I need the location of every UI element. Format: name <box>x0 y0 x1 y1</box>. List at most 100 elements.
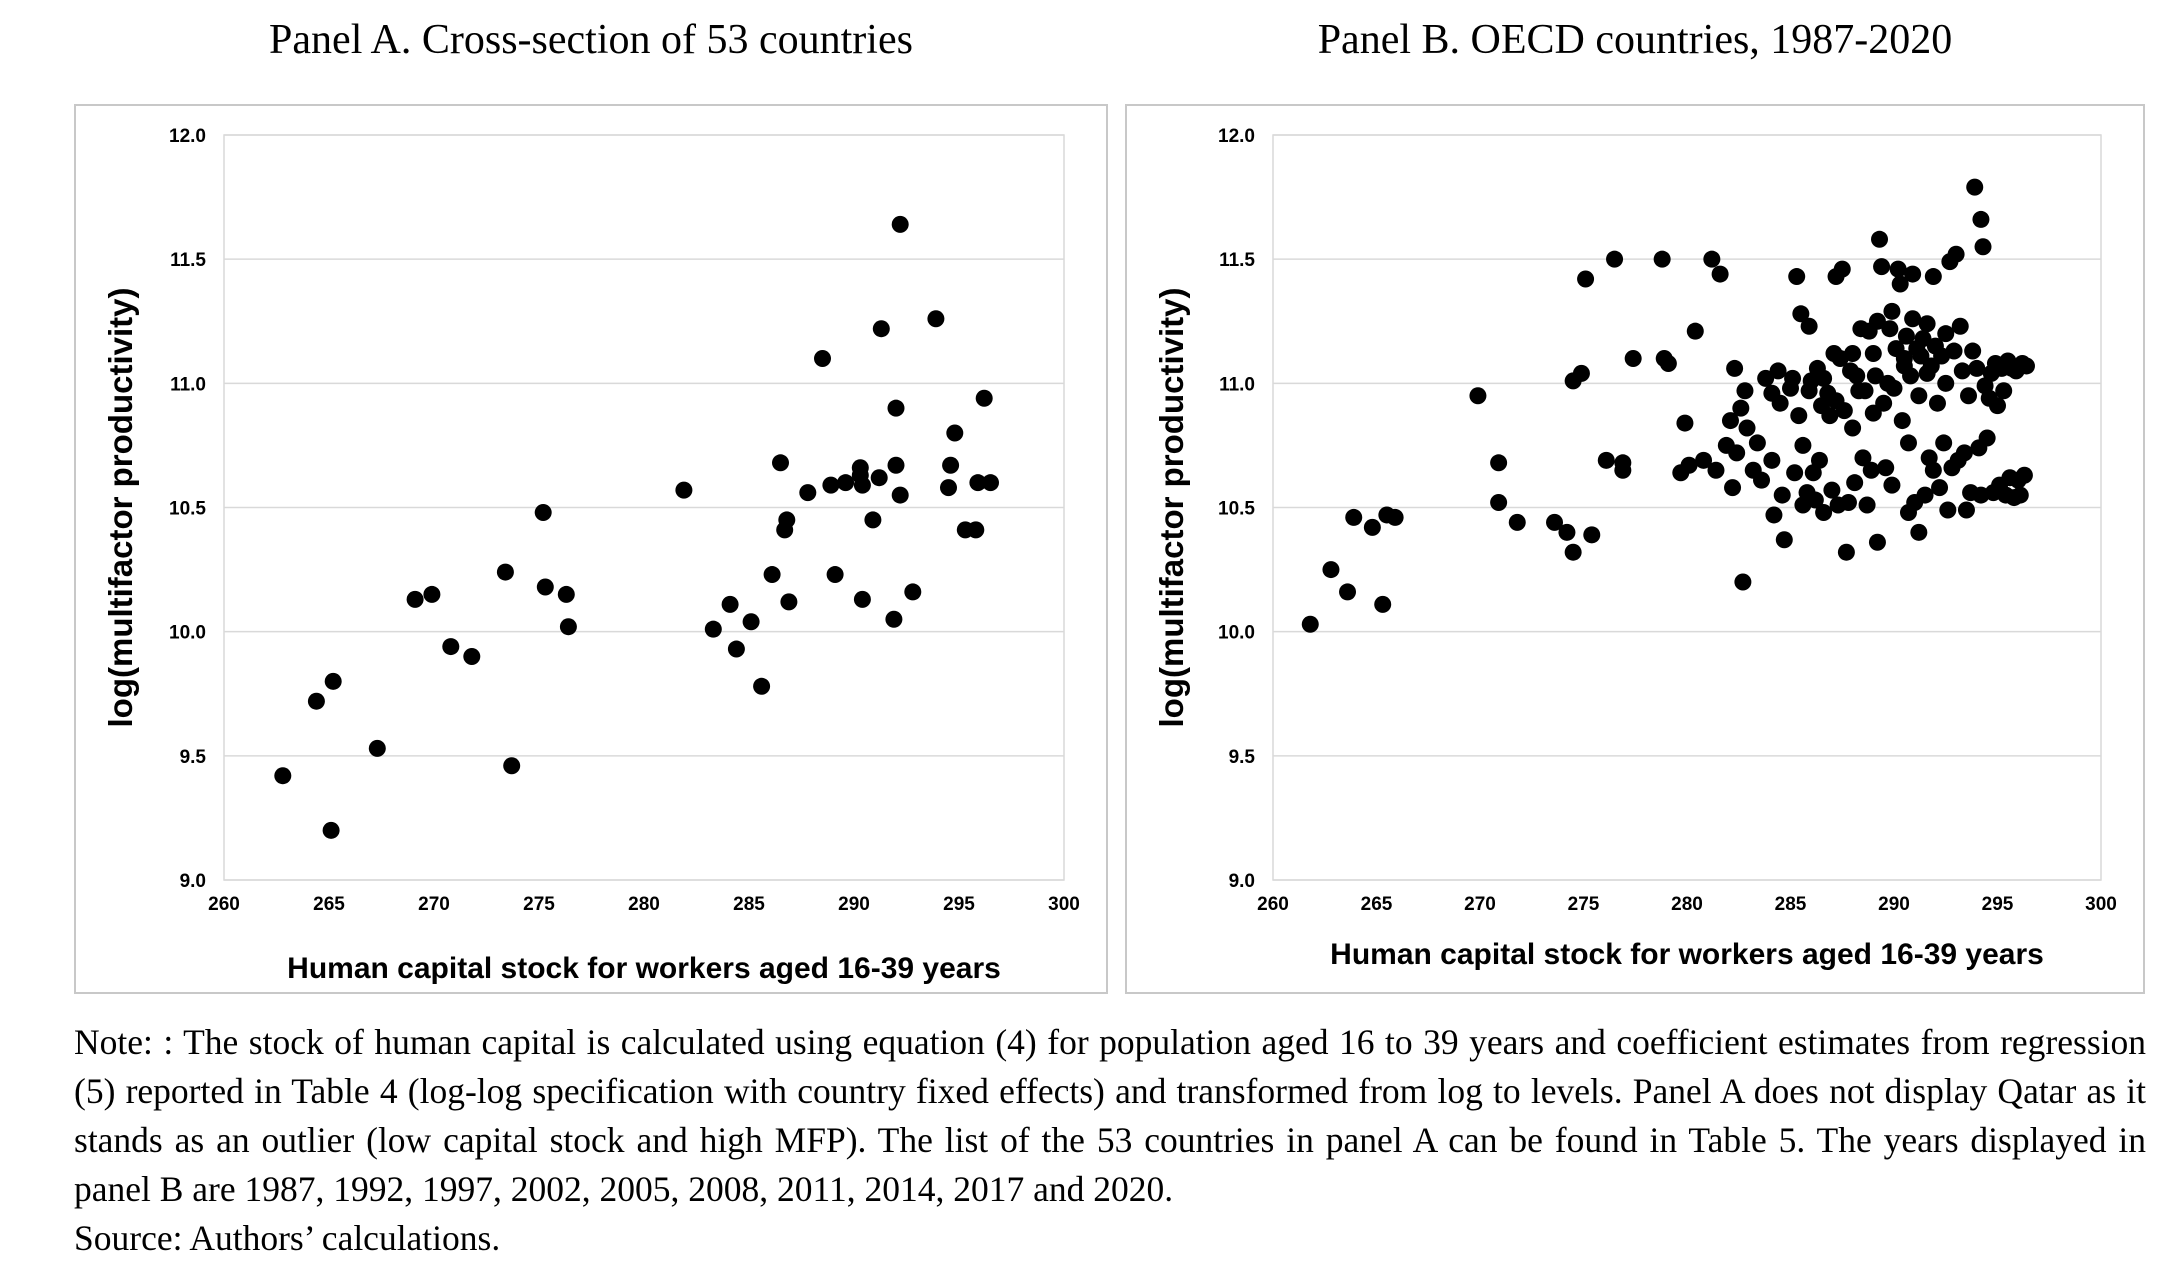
data-point <box>1823 481 1841 499</box>
data-point <box>969 474 987 492</box>
data-point <box>442 638 460 656</box>
data-point <box>870 469 888 487</box>
data-point <box>1924 461 1942 479</box>
data-point <box>1732 399 1750 417</box>
data-point <box>946 424 964 442</box>
data-point <box>1910 387 1928 405</box>
y-tick-label: 10.0 <box>1218 623 1255 644</box>
data-point <box>1711 265 1729 283</box>
data-point <box>940 479 957 497</box>
data-point <box>1924 268 1942 286</box>
data-point <box>1564 543 1582 561</box>
data-point <box>1846 474 1864 492</box>
data-point <box>1871 230 1889 248</box>
data-point <box>904 583 922 601</box>
data-point <box>1490 454 1508 472</box>
data-point <box>503 757 521 775</box>
y-tick-label: 9.0 <box>1229 871 1255 892</box>
data-point <box>1577 270 1595 288</box>
data-point <box>1918 315 1936 333</box>
plot-area <box>223 134 1065 881</box>
panel-a-title: Panel A. Cross-section of 53 countries <box>269 17 913 63</box>
x-tick-label: 300 <box>1048 894 1080 915</box>
data-point <box>1877 459 1895 477</box>
data-point <box>1953 362 1971 380</box>
chart-frame <box>1125 104 2145 994</box>
data-point <box>1490 494 1508 512</box>
data-point <box>1931 479 1949 497</box>
data-point <box>1763 451 1781 469</box>
x-tick-label: 260 <box>208 894 240 915</box>
data-point <box>1721 412 1739 430</box>
data-point <box>982 474 999 492</box>
data-point <box>1707 461 1725 479</box>
y-axis-label: log(multifactor productivity) <box>102 288 139 728</box>
data-point <box>1757 369 1775 387</box>
y-tick-label: 11.5 <box>170 250 206 271</box>
data-point <box>1947 245 1965 263</box>
data-point <box>1978 429 1996 447</box>
y-tick-label: 10.5 <box>1218 499 1255 520</box>
data-point <box>1773 486 1791 504</box>
data-point <box>891 486 909 504</box>
data-point <box>1995 382 2013 400</box>
x-tick-label: 265 <box>1361 894 1393 915</box>
data-point <box>1972 210 1990 228</box>
data-point <box>1955 444 1973 462</box>
data-point <box>1558 523 1576 541</box>
x-tick-label: 290 <box>1878 894 1910 915</box>
data-point <box>1883 476 1901 494</box>
data-point <box>1794 436 1812 454</box>
data-point <box>1815 503 1833 521</box>
data-point <box>837 474 855 492</box>
data-point <box>1765 506 1783 524</box>
data-point <box>826 566 844 584</box>
data-point <box>1897 327 1915 345</box>
data-point <box>322 821 340 839</box>
data-point <box>1883 302 1901 320</box>
data-point <box>1864 345 1882 363</box>
data-point <box>1951 317 1969 335</box>
x-axis-label: Human capital stock for workers aged 16-… <box>1330 938 2044 971</box>
data-point <box>1837 543 1855 561</box>
data-point <box>721 595 739 613</box>
data-point <box>1899 434 1917 452</box>
data-point <box>1386 508 1404 526</box>
data-point <box>1889 260 1907 278</box>
data-point <box>1989 397 2006 415</box>
data-point <box>1800 317 1818 335</box>
data-point <box>1904 310 1922 328</box>
x-tick-label: 280 <box>628 894 660 915</box>
data-point <box>1875 394 1893 412</box>
data-point <box>1939 501 1957 519</box>
data-point <box>891 215 909 233</box>
data-point <box>822 476 840 494</box>
data-point <box>1893 412 1911 430</box>
data-point <box>1676 414 1694 432</box>
data-point <box>1572 364 1590 382</box>
data-point <box>1659 354 1677 372</box>
data-point <box>1738 419 1756 437</box>
data-point <box>885 610 903 628</box>
data-point <box>1790 407 1808 425</box>
data-point <box>1856 382 1874 400</box>
data-point <box>1848 367 1866 385</box>
x-axis-label: Human capital stock for workers aged 16-… <box>287 952 1001 985</box>
x-tick-label: 275 <box>1568 894 1600 915</box>
data-point <box>1792 305 1810 323</box>
data-point <box>1703 250 1721 268</box>
data-point <box>1904 265 1922 283</box>
data-point <box>1902 367 1920 385</box>
data-point <box>1821 407 1839 425</box>
data-point <box>1374 595 1392 613</box>
data-point <box>1724 479 1742 497</box>
x-tick-label: 270 <box>418 894 450 915</box>
data-point <box>1469 387 1487 405</box>
data-point <box>1339 583 1357 601</box>
data-point <box>853 476 871 494</box>
data-point <box>864 511 882 529</box>
data-point <box>1583 526 1601 544</box>
y-tick-label: 9.5 <box>1229 747 1256 768</box>
data-point <box>1937 374 1955 392</box>
data-point <box>1873 258 1891 276</box>
